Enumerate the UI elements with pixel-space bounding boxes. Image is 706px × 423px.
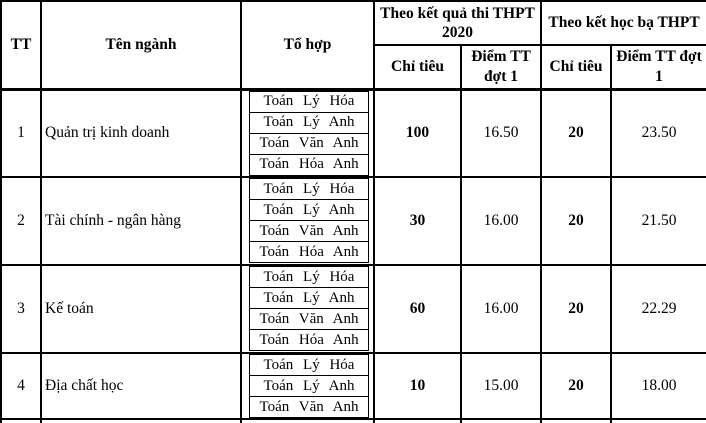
partial-cell xyxy=(40,418,242,423)
cell-tt: 2 xyxy=(0,176,42,266)
table-row: 1 Quản trị kinh doanh Toán Lý Hóa Toán Lý A… xyxy=(0,88,706,178)
table-row: 2 Tài chính - ngân hàng Toán Lý Hóa Toán Lý… xyxy=(0,176,706,266)
cell-ten-nganh: Địa chất học xyxy=(40,352,242,420)
combo-box: Toán Lý Anh xyxy=(249,375,369,397)
cell-chi-tieu-thi: 60 xyxy=(373,264,462,354)
combo-box: Toán Lý Anh xyxy=(249,199,369,221)
cell-chi-tieu-thi: 10 xyxy=(373,352,462,420)
header-chi-tieu-thi: Chỉ tiêu xyxy=(373,44,462,91)
cell-chi-tieu-hocba: 20 xyxy=(540,176,613,266)
cell-chi-tieu-hocba: 20 xyxy=(540,88,613,178)
partial-row xyxy=(0,418,706,423)
partial-cell xyxy=(0,418,42,423)
table-row: 4 Địa chất học Toán Lý Hóa Toán Lý Anh Toán … xyxy=(0,352,706,420)
cell-diem-hocba: 23.50 xyxy=(610,88,706,178)
header-group-thi-thpt: Theo kết quả thi THPT 2020 xyxy=(372,0,543,46)
table-row: 3 Kế toán Toán Lý Hóa Toán Lý Anh Toán Văn A… xyxy=(0,264,706,354)
header-ten-nganh: Tên ngành xyxy=(40,0,242,91)
combo-box: Toán Văn Anh xyxy=(249,396,369,417)
header-diem-tt-thi: Điểm TT đợt 1 xyxy=(459,44,543,91)
cell-tt: 1 xyxy=(0,88,42,178)
combo-box: Toán Văn Anh xyxy=(249,132,369,155)
header-chi-tieu-hocba: Chỉ tiêu xyxy=(540,44,613,91)
combo-box: Toán Lý Hóa xyxy=(249,267,369,288)
partial-cell xyxy=(373,418,462,423)
combo-box: Toán Văn Anh xyxy=(249,220,369,242)
cell-ten-nganh: Kế toán xyxy=(40,264,242,354)
table-body: 1 Quản trị kinh doanh Toán Lý Hóa Toán Lý A… xyxy=(0,88,706,423)
cell-to-hop: Toán Lý Hóa Toán Lý Anh Toán Văn Anh xyxy=(240,352,375,420)
header-to-hop: Tổ hợp xyxy=(240,0,375,91)
cell-diem-hocba: 22.29 xyxy=(610,264,706,354)
partial-cell xyxy=(540,418,613,423)
combo-box: Toán Lý Hóa xyxy=(249,179,369,200)
cell-chi-tieu-hocba: 20 xyxy=(540,352,613,420)
table-header: TT Tên ngành Tổ hợp Theo kết quả thi THP… xyxy=(0,0,706,91)
combo-stack: Toán Lý Hóa Toán Lý Anh Toán Văn Anh Toán H… xyxy=(243,267,372,351)
header-diem-tt-hocba: Điểm TT đợt 1 xyxy=(610,44,706,91)
cell-diem-thi: 15.00 xyxy=(459,352,543,420)
combo-stack: Toán Lý Hóa Toán Lý Anh Toán Văn Anh Toán H… xyxy=(243,179,372,263)
cell-tt: 4 xyxy=(0,352,42,420)
combo-box: Toán Hóa Anh xyxy=(249,153,369,175)
cell-to-hop: Toán Lý Hóa Toán Lý Anh Toán Văn Anh Toán H… xyxy=(240,176,375,266)
combo-box: Toán Văn Anh xyxy=(249,308,369,330)
cell-diem-thi: 16.50 xyxy=(459,88,543,178)
partial-cell xyxy=(459,418,543,423)
header-group-hoc-ba: Theo kết học bạ THPT xyxy=(540,0,706,46)
combo-box: Toán Lý Anh xyxy=(249,287,369,309)
partial-cell xyxy=(610,418,706,423)
header-tt: TT xyxy=(0,0,42,91)
cell-to-hop: Toán Lý Hóa Toán Lý Anh Toán Văn Anh Toán H… xyxy=(240,88,375,178)
cell-ten-nganh: Quản trị kinh doanh xyxy=(40,88,242,178)
combo-box: Toán Lý Hóa xyxy=(249,355,369,376)
cell-chi-tieu-hocba: 20 xyxy=(540,264,613,354)
cell-diem-hocba: 21.50 xyxy=(610,176,706,266)
combo-stack: Toán Lý Hóa Toán Lý Anh Toán Văn Anh Toán H… xyxy=(243,91,372,175)
combo-stack: Toán Lý Hóa Toán Lý Anh Toán Văn Anh xyxy=(243,355,372,417)
cell-diem-thi: 16.00 xyxy=(459,264,543,354)
partial-cell xyxy=(240,418,375,423)
cell-diem-hocba: 18.00 xyxy=(610,352,706,420)
combo-box: Toán Hóa Anh xyxy=(249,241,369,263)
combo-box: Toán Hóa Anh xyxy=(249,329,369,351)
cell-chi-tieu-thi: 100 xyxy=(373,88,462,178)
cell-to-hop: Toán Lý Hóa Toán Lý Anh Toán Văn Anh Toán H… xyxy=(240,264,375,354)
combo-box: Toán Lý Hóa xyxy=(249,91,369,113)
cell-chi-tieu-thi: 30 xyxy=(373,176,462,266)
cell-diem-thi: 16.00 xyxy=(459,176,543,266)
cell-ten-nganh: Tài chính - ngân hàng xyxy=(40,176,242,266)
combo-box: Toán Lý Anh xyxy=(249,111,369,134)
cell-tt: 3 xyxy=(0,264,42,354)
